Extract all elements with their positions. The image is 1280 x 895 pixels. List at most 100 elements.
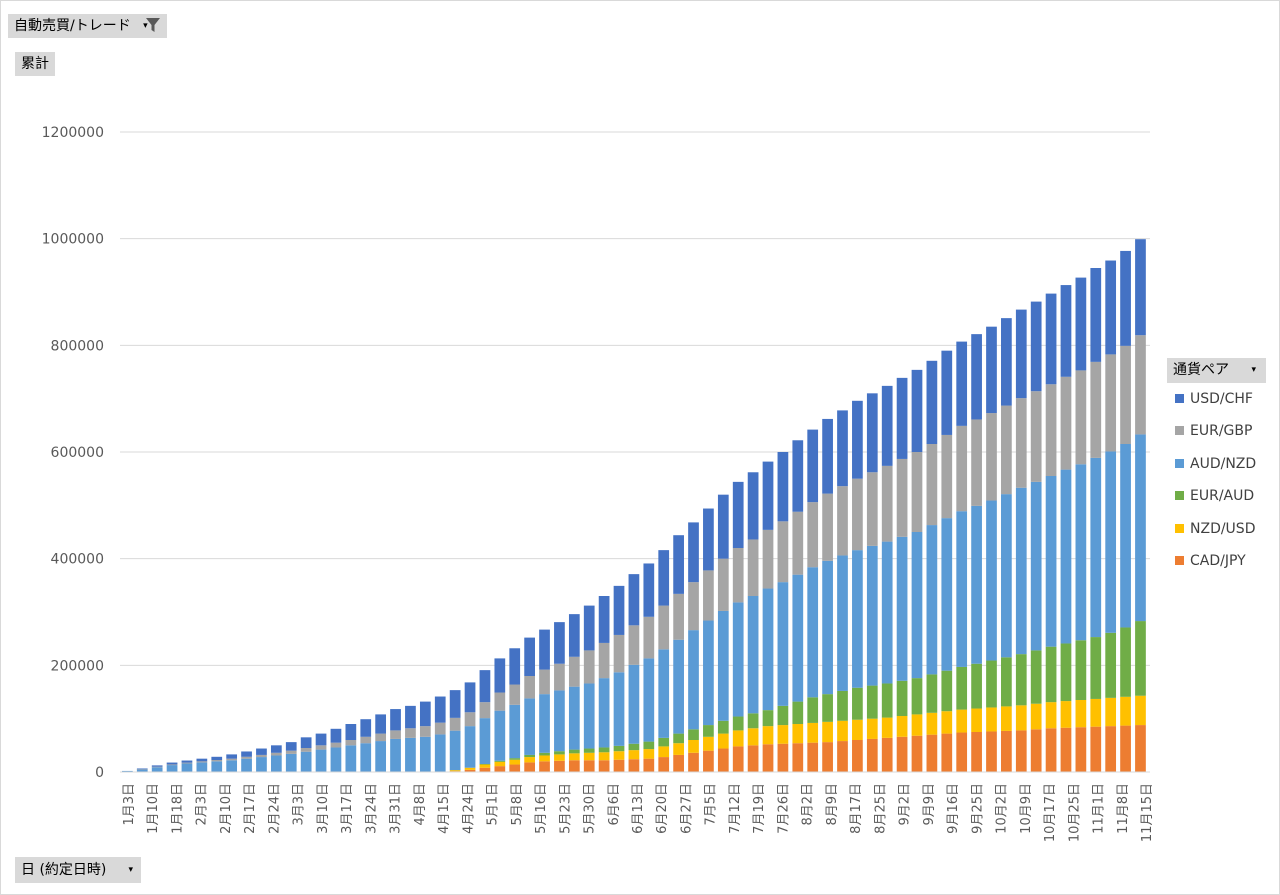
bar-segment-aud-nzd [285, 753, 297, 772]
bar-segment-eur-gbp [211, 760, 223, 762]
bar-segment-eur-aud [837, 690, 848, 721]
x-tick-label: 2月3日 [195, 783, 210, 826]
bar-segment-usd-chf [270, 745, 282, 753]
bar-segment-eur-gbp [866, 472, 878, 546]
bar-segment-eur-aud [1105, 632, 1117, 698]
bar-segment-cad-jpy [866, 738, 878, 772]
bar-segment-eur-gbp [688, 582, 699, 631]
bar-segment-aud-nzd [598, 678, 610, 748]
bar-segment-eur-aud [613, 745, 625, 752]
x-tick-label: 9月2日 [898, 783, 913, 826]
bar-segment-eur-gbp [181, 762, 193, 764]
bar-segment-eur-aud [792, 701, 804, 724]
bar-segment-cad-jpy [1060, 727, 1072, 772]
bar-segment-eur-gbp [136, 769, 148, 770]
bar-segment-nzd-usd [1105, 697, 1117, 727]
bar-segment-cad-jpy [911, 735, 923, 772]
x-tick-label: 10月9日 [1019, 783, 1034, 834]
bar-segment-nzd-usd [762, 726, 774, 745]
bar-segment-usd-chf [866, 393, 878, 473]
bar-segment-eur-aud [807, 697, 819, 723]
bar-segment-aud-nzd [1105, 451, 1117, 633]
bar-segment-eur-gbp [360, 736, 372, 744]
bar-segment-usd-chf [1045, 293, 1057, 385]
bar-segment-aud-nzd [926, 525, 938, 675]
x-tick-label: 10月17日 [1043, 783, 1058, 842]
bar-segment-nzd-usd [1030, 703, 1042, 730]
legend-label: EUR/AUD [1190, 488, 1255, 505]
bar-segment-usd-chf [390, 709, 401, 731]
bar-segment-aud-nzd [1045, 476, 1057, 647]
bar-segment-nzd-usd [449, 770, 461, 772]
bar-segment-usd-chf [792, 440, 804, 512]
y-tick-label: 1200000 [42, 125, 104, 141]
bar-segment-cad-jpy [1135, 725, 1146, 772]
dropdown-arrow-icon: ▾ [143, 21, 148, 31]
bar-segment-cad-jpy [539, 761, 550, 772]
bar-segment-nzd-usd [881, 717, 893, 738]
y-tick-label: 800000 [51, 338, 104, 354]
bar-segment-eur-aud [717, 720, 729, 734]
bar-segment-usd-chf [807, 429, 819, 503]
bar-segment-aud-nzd [181, 763, 193, 772]
bar-segment-aud-nzd [330, 747, 342, 772]
bar-segment-aud-nzd [464, 726, 476, 768]
bar-segment-aud-nzd [986, 500, 997, 661]
bar-segment-eur-aud [732, 716, 744, 731]
x-tick-label: 11月8日 [1116, 783, 1131, 834]
legend-label: USD/CHF [1190, 391, 1253, 407]
bar-segment-aud-nzd [658, 649, 670, 738]
bar-segment-eur-aud [956, 666, 968, 710]
x-tick-label: 4月8日 [413, 783, 428, 826]
bar-segment-usd-chf [1105, 260, 1117, 355]
filter-field-button[interactable]: 自動売買/トレード ▾ [8, 14, 167, 38]
bar-segment-eur-aud [822, 694, 833, 722]
bar-segment-nzd-usd [613, 751, 625, 760]
values-field-button[interactable]: 累計 [15, 52, 55, 76]
bar-segment-aud-nzd [777, 582, 789, 706]
bar-segment-cad-jpy [956, 732, 968, 772]
legend-field-button[interactable]: 通貨ペア ▾ [1167, 358, 1266, 383]
bar-segment-eur-gbp [956, 425, 968, 512]
bar-segment-eur-gbp [703, 570, 714, 621]
bar-segment-nzd-usd [464, 767, 476, 770]
bar-segment-usd-chf [1060, 285, 1072, 377]
legend-label: AUD/NZD [1190, 455, 1257, 472]
bar-segment-aud-nzd [226, 760, 238, 772]
bar-segment-nzd-usd [688, 740, 699, 753]
bars [122, 239, 1146, 773]
x-tick-label: 11月15日 [1140, 783, 1155, 842]
bar-segment-aud-nzd [494, 710, 506, 761]
bar-segment-eur-gbp [405, 728, 416, 738]
bar-segment-eur-gbp [598, 642, 610, 679]
bar-segment-eur-gbp [628, 625, 640, 665]
bar-segment-eur-gbp [926, 444, 938, 526]
bar-segment-nzd-usd [479, 764, 491, 768]
y-axis-tick-labels: 0 200000 400000 600000 800000 1000000 1200000 [42, 125, 104, 781]
bar-segment-eur-gbp [539, 669, 550, 695]
dropdown-arrow-icon: ▾ [1251, 365, 1256, 375]
bar-segment-eur-gbp [658, 605, 670, 650]
bar-segment-eur-aud [673, 733, 684, 744]
bar-segment-nzd-usd [926, 712, 938, 735]
bar-segment-eur-gbp [419, 726, 431, 737]
bar-segment-eur-aud [941, 670, 953, 712]
bar-segment-usd-chf [747, 472, 759, 540]
bar-segment-cad-jpy [807, 742, 819, 772]
bar-segment-eur-gbp [345, 740, 357, 746]
bar-segment-usd-chf [181, 760, 193, 763]
axis-field-button[interactable]: 日 (約定日時) ▾ [15, 857, 141, 883]
bar-segment-nzd-usd [1120, 696, 1131, 726]
bar-segment-usd-chf [405, 705, 416, 729]
x-tick-label: 9月16日 [946, 783, 961, 834]
bar-segment-nzd-usd [1135, 695, 1146, 726]
bar-segment-cad-jpy [747, 745, 759, 772]
bar-segment-usd-chf [568, 614, 580, 657]
bar-segment-nzd-usd [777, 725, 789, 744]
bar-segment-nzd-usd [941, 711, 953, 734]
bar-segment-cad-jpy [658, 757, 670, 772]
legend-swatch [1175, 458, 1184, 468]
bar-segment-aud-nzd [568, 686, 580, 750]
bar-segment-aud-nzd [673, 639, 684, 734]
x-tick-label: 6月13日 [631, 783, 646, 834]
